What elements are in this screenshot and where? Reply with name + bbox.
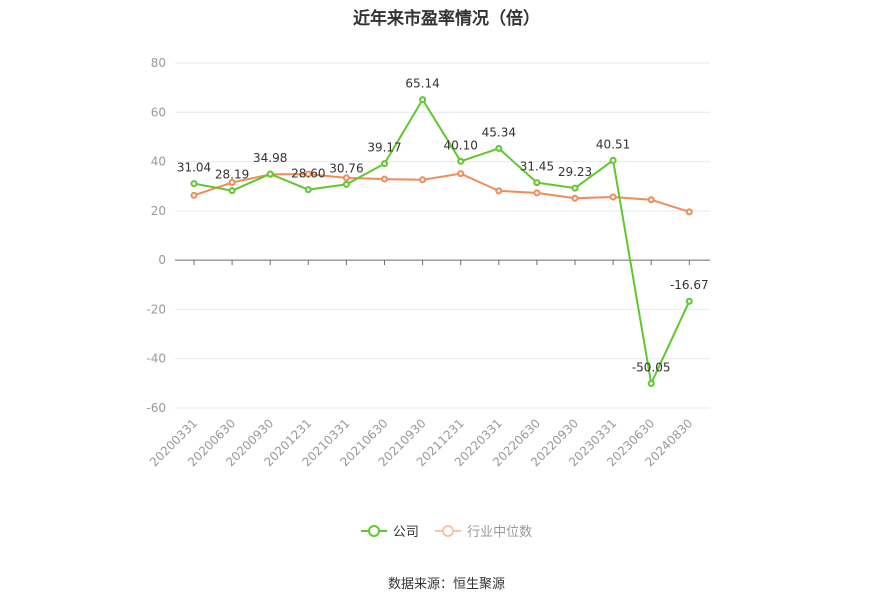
legend-label-company: 公司: [392, 525, 419, 540]
data-point-industry-median: [685, 208, 693, 216]
data-label: 65.14: [405, 77, 439, 91]
data-point-industry-median: [457, 170, 465, 178]
legend-item-company[interactable]: 公司: [360, 521, 419, 540]
data-label: 40.10: [444, 138, 478, 152]
data-point-industry-median: [304, 170, 312, 178]
data-point-industry-median: [228, 179, 236, 187]
y-tick-label: -40: [146, 352, 166, 366]
legend-item-industry-median[interactable]: 行业中位数: [435, 521, 532, 540]
data-label: 34.98: [253, 151, 287, 165]
data-point-company: [495, 144, 503, 152]
data-point-company: [571, 184, 579, 192]
data-label: 45.34: [482, 125, 516, 139]
data-point-company: [381, 160, 388, 168]
data-label: 28.19: [215, 168, 249, 182]
data-point-industry-median: [342, 174, 350, 182]
y-tick-label: 0: [158, 253, 166, 267]
data-point-industry-median: [190, 191, 198, 199]
data-point-company: [190, 180, 198, 188]
y-tick-label: 80: [151, 56, 166, 70]
legend-line-marker-icon: [435, 524, 462, 537]
legend-label-industry-median: 行业中位数: [467, 525, 533, 540]
y-tick-label: 40: [151, 155, 166, 169]
data-label: 40.51: [596, 137, 630, 151]
data-point-industry-median: [571, 194, 579, 202]
legend-line-marker-icon: [360, 524, 387, 537]
data-label: -16.67: [670, 278, 709, 292]
data-point-company: [266, 170, 274, 178]
data-label: -50.05: [632, 360, 671, 374]
y-tick-label: -20: [146, 302, 166, 316]
data-point-industry-median: [533, 189, 541, 197]
data-label: 28.60: [291, 167, 325, 181]
data-label: 39.17: [367, 141, 401, 155]
data-label: 31.04: [177, 161, 211, 175]
data-point-company: [228, 187, 236, 195]
data-point-company: [304, 186, 312, 194]
data-point-company: [342, 180, 350, 188]
data-label: 31.45: [520, 160, 554, 174]
data-point-industry-median: [381, 175, 388, 183]
series-line-company: [193, 98, 691, 385]
data-point-industry-median: [495, 187, 503, 195]
y-tick-label: 60: [151, 105, 166, 119]
data-point-company: [609, 156, 617, 164]
data-label: 29.23: [558, 165, 592, 179]
y-tick-label: -60: [146, 401, 166, 415]
series-line-industry-median: [193, 172, 690, 213]
data-point-company: [685, 297, 693, 305]
data-point-company: [419, 96, 427, 104]
data-label: 30.76: [329, 161, 363, 175]
chart-legend: 公司 行业中位数: [0, 521, 893, 542]
data-point-company: [647, 379, 655, 387]
data-point-industry-median: [419, 176, 427, 184]
data-point-company: [457, 157, 465, 165]
y-tick-label: 20: [151, 204, 166, 218]
data-point-industry-median: [609, 193, 617, 201]
chart-title: 近年来市盈率情况（倍）: [353, 9, 540, 29]
data-source-note: 数据来源：恒生聚源: [387, 577, 505, 592]
data-point-company: [533, 179, 541, 187]
data-point-industry-median: [647, 196, 655, 204]
